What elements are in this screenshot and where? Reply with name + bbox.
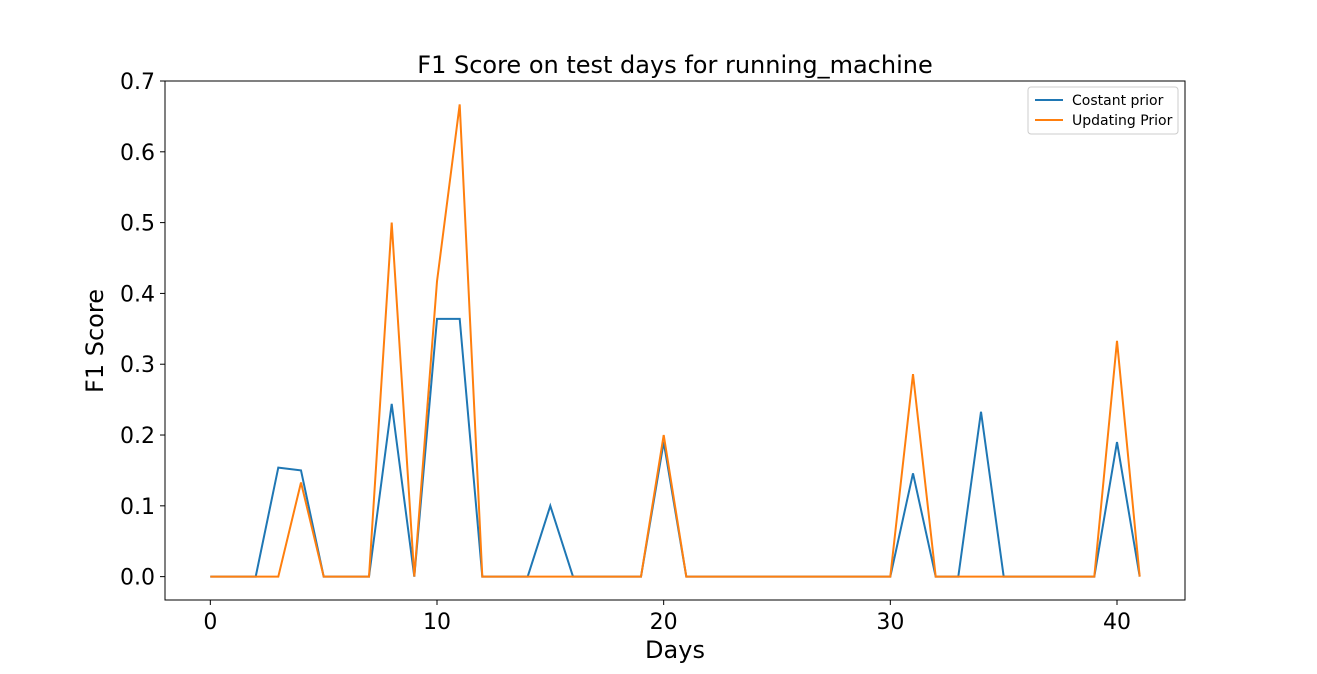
x-tick-label: 40 <box>1103 610 1131 635</box>
x-tick-label: 0 <box>203 610 217 635</box>
y-axis: 0.0 0.1 0.2 0.3 0.4 0.5 0.6 0.7 <box>120 70 165 591</box>
y-tick-label: 0.1 <box>120 495 155 520</box>
x-tick-label: 20 <box>650 610 678 635</box>
y-tick-label: 0.6 <box>120 141 155 166</box>
legend-label-updating-prior: Updating Prior <box>1072 113 1173 129</box>
legend: Costant prior Updating Prior <box>1027 86 1179 135</box>
legend-label-costant-prior: Costant prior <box>1072 93 1164 109</box>
legend-box <box>1027 86 1179 135</box>
y-tick-label: 0.3 <box>120 353 155 378</box>
x-tick-label: 30 <box>876 610 904 635</box>
updating-prior-line <box>210 104 1141 578</box>
chart-title: F1 Score on test days for running_machin… <box>417 51 932 79</box>
plot-area <box>164 80 1186 601</box>
y-axis-label: F1 Score <box>81 289 109 393</box>
y-tick-label: 0.2 <box>120 424 155 449</box>
x-axis-label: Days <box>645 636 705 664</box>
x-axis: 0 10 20 30 40 <box>203 600 1131 635</box>
series-layer <box>210 104 1141 578</box>
y-tick-label: 0.4 <box>120 282 155 307</box>
y-tick-label: 0.7 <box>120 70 155 95</box>
x-tick-label: 10 <box>423 610 451 635</box>
y-tick-label: 0.0 <box>120 566 155 591</box>
y-tick-label: 0.5 <box>120 212 155 237</box>
